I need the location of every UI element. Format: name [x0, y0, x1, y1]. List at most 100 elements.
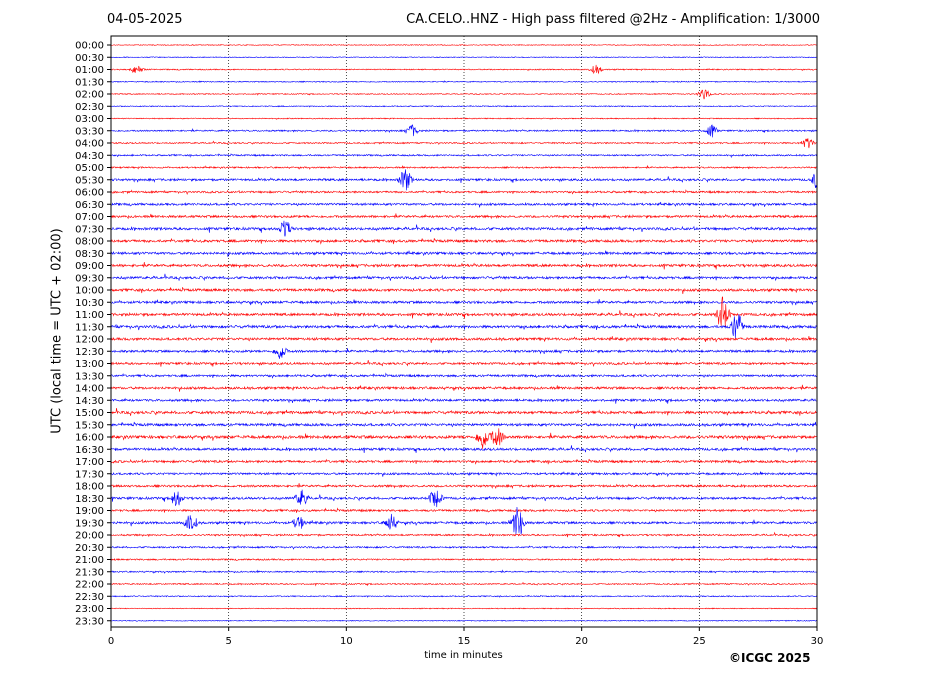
- seismic-trace-1100: [110, 296, 818, 327]
- date-label: 04-05-2025: [107, 12, 183, 27]
- y-tick-label: 19:00: [75, 506, 104, 517]
- seismic-trace-1800: [110, 483, 818, 490]
- seismic-trace-2230: [110, 594, 818, 598]
- seismic-trace-0900: [110, 261, 818, 270]
- chart-title: CA.CELO..HNZ - High pass filtered @2Hz -…: [406, 12, 820, 27]
- y-tick-label: 20:30: [75, 543, 104, 554]
- y-tick-label: 10:00: [75, 286, 104, 297]
- y-tick-label: 05:30: [75, 175, 104, 186]
- y-tick-label: 22:30: [75, 592, 104, 603]
- seismic-trace-1500: [110, 407, 818, 416]
- y-tick-label: 12:30: [75, 347, 104, 358]
- copyright-label: ©ICGC 2025: [729, 651, 811, 665]
- x-tick-label: 30: [811, 636, 824, 647]
- x-tick-label: 25: [693, 636, 706, 647]
- seismic-trace-1600: [110, 428, 818, 449]
- plot-frame: [110, 35, 818, 628]
- y-tick-label: 22:00: [75, 580, 104, 591]
- y-tick-label: 16:00: [75, 433, 104, 444]
- y-tick-label: 11:00: [75, 310, 104, 321]
- y-tick-label: 07:30: [75, 224, 104, 235]
- seismic-trace-1000: [110, 287, 818, 295]
- seismic-trace-2300: [110, 607, 818, 610]
- y-tick-label: 07:00: [75, 212, 104, 223]
- y-tick-label: 01:30: [75, 77, 104, 88]
- y-tick-label: 04:00: [75, 139, 104, 150]
- y-tick-label: 20:00: [75, 531, 104, 542]
- seismic-trace-2330: [110, 619, 818, 623]
- seismic-trace-1900: [110, 507, 818, 514]
- seismic-trace-1030: [110, 298, 818, 306]
- seismic-trace-0500: [110, 164, 818, 170]
- x-tick-label: 0: [108, 636, 114, 647]
- y-tick-label: 04:30: [75, 151, 104, 162]
- seismic-trace-1630: [110, 445, 818, 453]
- y-tick-label: 21:00: [75, 555, 104, 566]
- y-tick-label: 23:00: [75, 604, 104, 615]
- y-tick-label: 08:30: [75, 249, 104, 260]
- x-tick-label: 20: [575, 636, 588, 647]
- x-tick-label: 15: [458, 636, 471, 647]
- seismic-trace-1230: [110, 347, 818, 359]
- seismic-trace-0330: [110, 124, 818, 138]
- y-tick-label: 06:00: [75, 188, 104, 199]
- y-tick-label: 13:30: [75, 371, 104, 382]
- seismic-trace-2100: [110, 557, 818, 563]
- seismic-trace-0200: [110, 89, 818, 100]
- y-tick-label: 18:30: [75, 494, 104, 505]
- y-tick-label: 18:00: [75, 482, 104, 493]
- y-tick-label: 01:00: [75, 65, 104, 76]
- y-tick-label: 15:30: [75, 420, 104, 431]
- seismic-trace-1200: [110, 336, 818, 344]
- seismic-trace-0730: [110, 220, 818, 237]
- x-axis-label: time in minutes: [424, 650, 503, 661]
- seismic-trace-1930: [110, 506, 818, 535]
- seismic-trace-0630: [110, 201, 818, 208]
- seismic-trace-1300: [110, 360, 818, 368]
- y-tick-label: 06:30: [75, 200, 104, 211]
- seismic-trace-0800: [110, 237, 818, 245]
- y-tick-label: 02:30: [75, 102, 104, 113]
- y-tick-label: 17:30: [75, 469, 104, 480]
- seismic-trace-0400: [110, 138, 818, 149]
- x-tick-label: 5: [225, 636, 231, 647]
- grid-lines: [228, 36, 700, 627]
- y-tick-label: 05:00: [75, 163, 104, 174]
- y-tick-label: 16:30: [75, 445, 104, 456]
- y-tick-label: 19:30: [75, 518, 104, 529]
- y-tick-label: 00:00: [75, 41, 104, 52]
- y-tick-label: 12:00: [75, 335, 104, 346]
- y-tick-label: 14:30: [75, 396, 104, 407]
- seismic-trace-0530: [110, 169, 818, 191]
- seismic-trace-0430: [110, 153, 818, 159]
- seismic-trace-1130: [110, 314, 818, 339]
- seismic-trace-0600: [110, 189, 818, 196]
- seismic-trace-1400: [110, 384, 818, 392]
- seismic-trace-0100: [110, 64, 818, 75]
- y-tick-label: 08:00: [75, 237, 104, 248]
- seismic-trace-2200: [110, 581, 818, 587]
- seismic-trace-2000: [110, 531, 818, 538]
- y-tick-label: 23:30: [75, 616, 104, 627]
- seismic-trace-1530: [110, 421, 818, 429]
- seismic-trace-0830: [110, 250, 818, 258]
- seismic-trace-0130: [110, 80, 818, 83]
- y-tick-label: 21:30: [75, 567, 104, 578]
- y-tick-label: 10:30: [75, 298, 104, 309]
- y-tick-label: 15:00: [75, 408, 104, 419]
- y-tick-label: 11:30: [75, 322, 104, 333]
- seismic-trace-1700: [110, 458, 818, 465]
- seismic-trace-2030: [110, 544, 818, 550]
- seismic-trace-0300: [110, 117, 818, 120]
- seismic-trace-1430: [110, 397, 818, 404]
- y-tick-label: 17:00: [75, 457, 104, 468]
- y-tick-label: 09:30: [75, 273, 104, 284]
- trace-group: [110, 44, 818, 623]
- seismic-trace-1730: [110, 471, 818, 478]
- seismic-trace-2130: [110, 569, 818, 574]
- seismic-trace-0030: [110, 56, 818, 59]
- seismic-trace-0930: [110, 273, 818, 282]
